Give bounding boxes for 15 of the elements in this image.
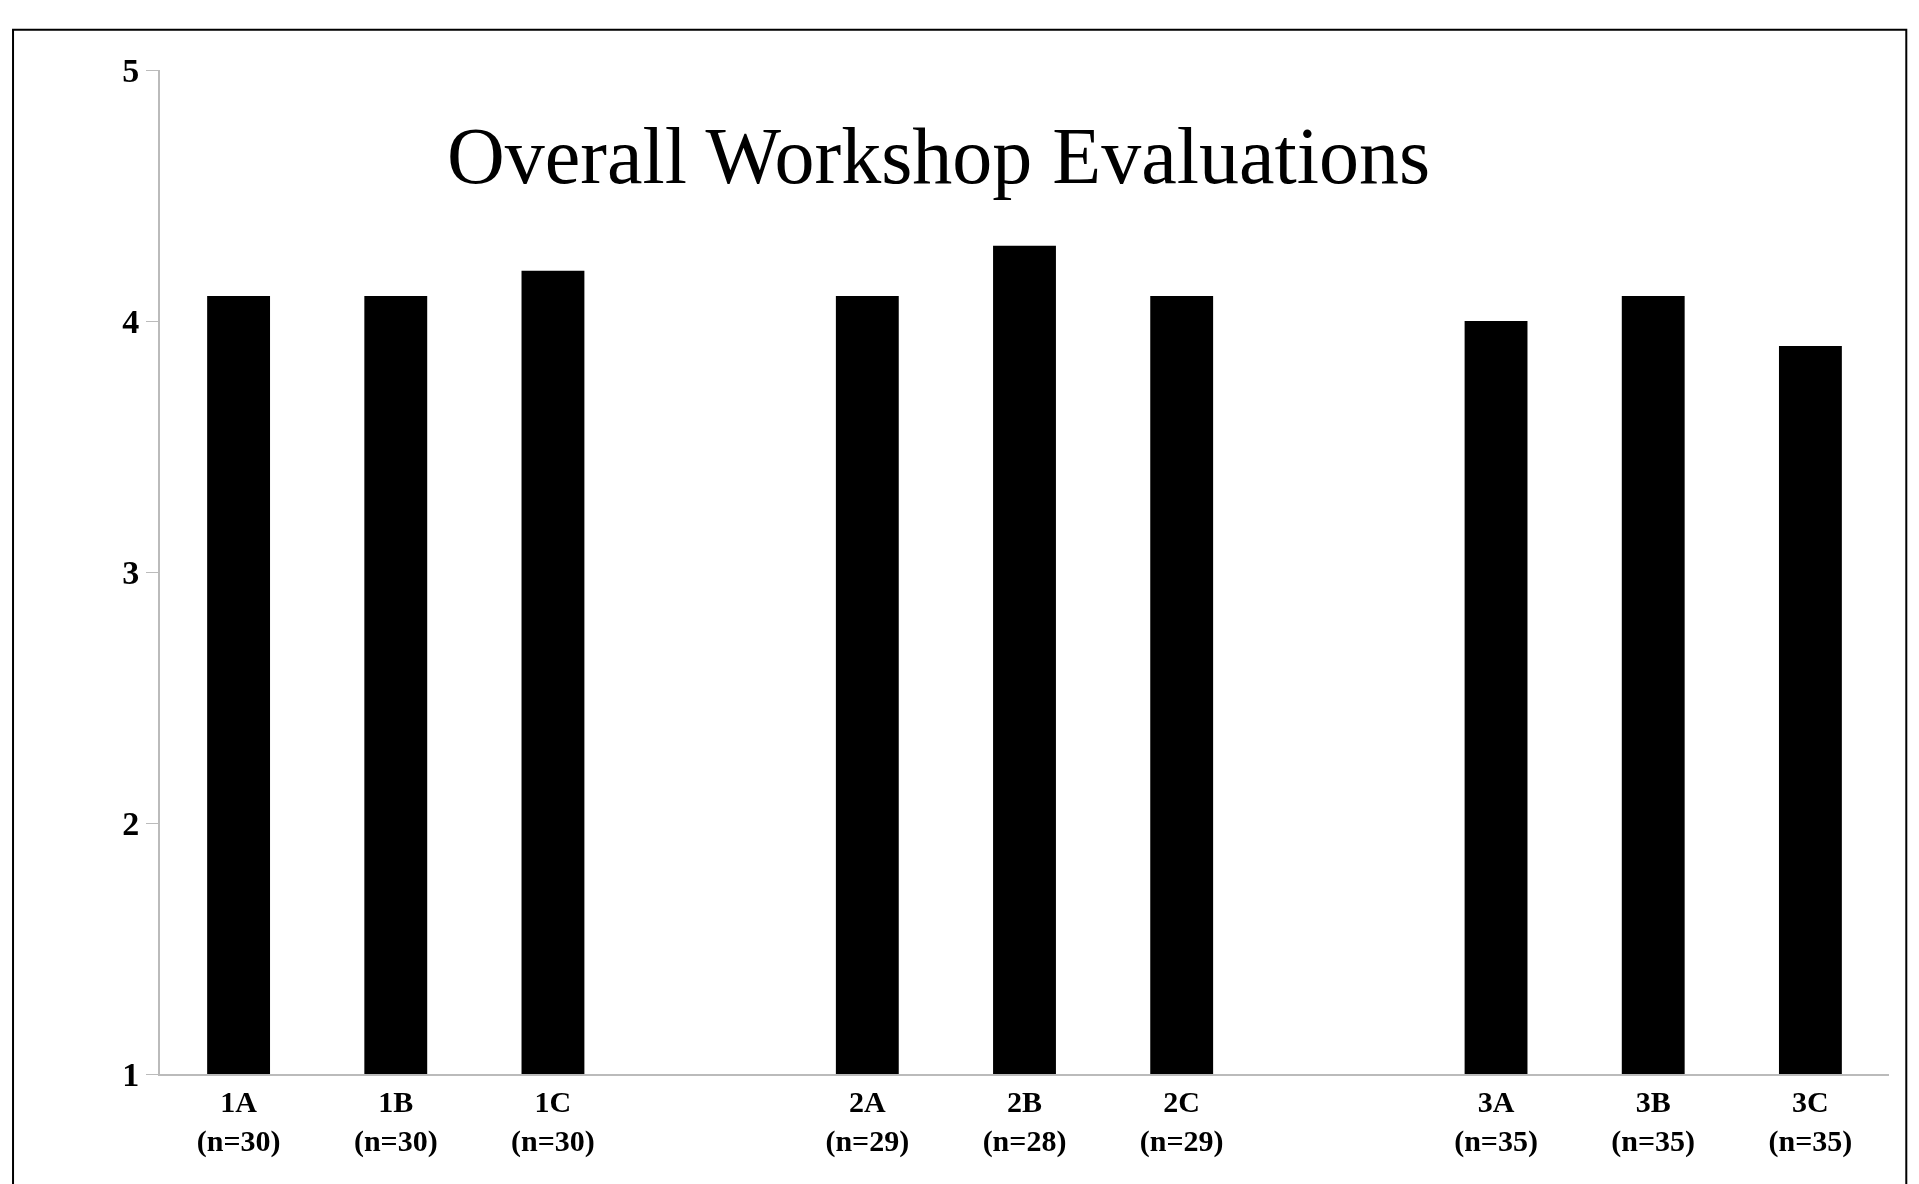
x-tick-label: 2A (n=29)	[825, 1085, 910, 1158]
x-tick-label: 2C (n=29)	[1139, 1085, 1224, 1158]
text: Overall Workshop Evaluations	[447, 112, 1431, 200]
x-tick-label: 3C (n=35)	[1768, 1085, 1853, 1158]
y-tick-label: 2	[122, 804, 140, 842]
x-tick-label: 1C (n=30)	[511, 1085, 595, 1158]
x-tick-label: 1B (n=30)	[353, 1085, 438, 1158]
x-tick-label: 3A (n=35)	[1454, 1085, 1538, 1158]
x-tick-label: 3B (n=35)	[1611, 1085, 1696, 1158]
y-tick-label: 4	[122, 302, 140, 340]
x-tick-label: 2B (n=28)	[982, 1085, 1067, 1158]
x-tick-label: 1A (n=30)	[196, 1085, 281, 1158]
y-tick-label: 1	[122, 1055, 140, 1093]
y-tick-label: 5	[122, 51, 140, 89]
y-tick-label: 3	[122, 553, 140, 591]
